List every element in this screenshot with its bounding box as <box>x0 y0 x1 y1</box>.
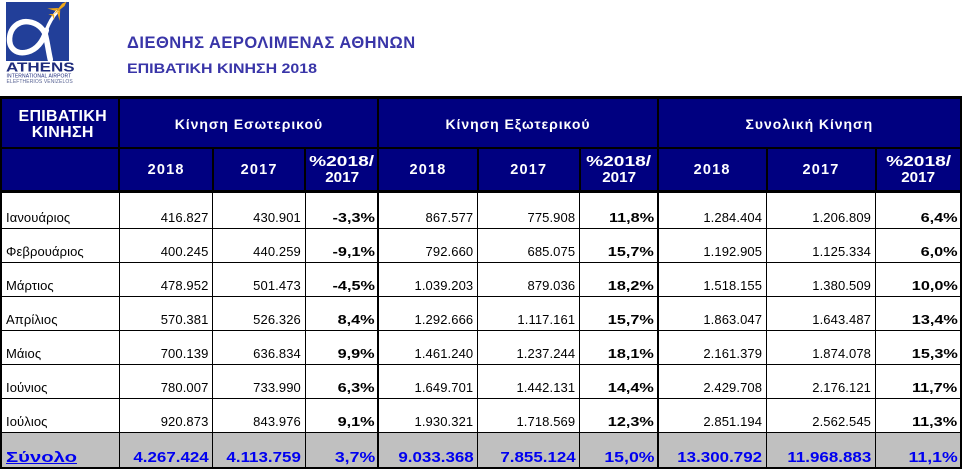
svg-text:ELEFTHERIOS VENIZELOS: ELEFTHERIOS VENIZELOS <box>7 79 74 85</box>
svg-text:ATHENS: ATHENS <box>6 61 75 75</box>
svg-text:INTERNATIONAL AIRPORT: INTERNATIONAL AIRPORT <box>7 73 72 79</box>
